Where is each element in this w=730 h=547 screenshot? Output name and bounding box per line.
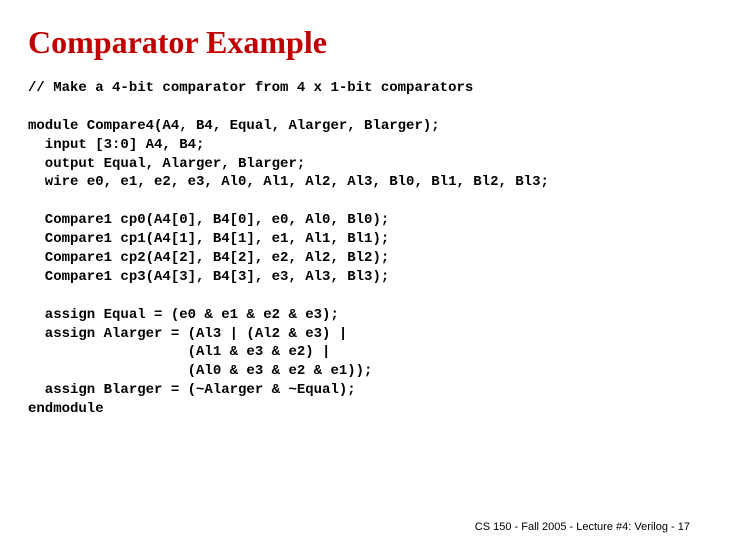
- slide-title: Comparator Example: [28, 24, 702, 61]
- code-line: module Compare4(A4, B4, Equal, Alarger, …: [28, 117, 702, 136]
- code-line: (Al0 & e3 & e2 & e1));: [28, 362, 702, 381]
- code-line: // Make a 4-bit comparator from 4 x 1-bi…: [28, 79, 702, 98]
- code-line: [28, 98, 702, 117]
- slide-footer: CS 150 - Fall 2005 - Lecture #4: Verilog…: [475, 521, 690, 533]
- code-line: assign Equal = (e0 & e1 & e2 & e3);: [28, 306, 702, 325]
- code-line: (Al1 & e3 & e2) |: [28, 343, 702, 362]
- code-line: Compare1 cp2(A4[2], B4[2], e2, Al2, Bl2)…: [28, 249, 702, 268]
- code-block: // Make a 4-bit comparator from 4 x 1-bi…: [28, 79, 702, 419]
- code-line: Compare1 cp3(A4[3], B4[3], e3, Al3, Bl3)…: [28, 268, 702, 287]
- code-line: input [3:0] A4, B4;: [28, 136, 702, 155]
- code-line: Compare1 cp0(A4[0], B4[0], e0, Al0, Bl0)…: [28, 211, 702, 230]
- code-line: wire e0, e1, e2, e3, Al0, Al1, Al2, Al3,…: [28, 173, 702, 192]
- code-line: [28, 287, 702, 306]
- code-line: assign Alarger = (Al3 | (Al2 & e3) |: [28, 325, 702, 344]
- code-line: assign Blarger = (~Alarger & ~Equal);: [28, 381, 702, 400]
- code-line: Compare1 cp1(A4[1], B4[1], e1, Al1, Bl1)…: [28, 230, 702, 249]
- code-line: [28, 192, 702, 211]
- slide-container: Comparator Example // Make a 4-bit compa…: [0, 0, 730, 547]
- code-line: endmodule: [28, 400, 702, 419]
- code-line: output Equal, Alarger, Blarger;: [28, 155, 702, 174]
